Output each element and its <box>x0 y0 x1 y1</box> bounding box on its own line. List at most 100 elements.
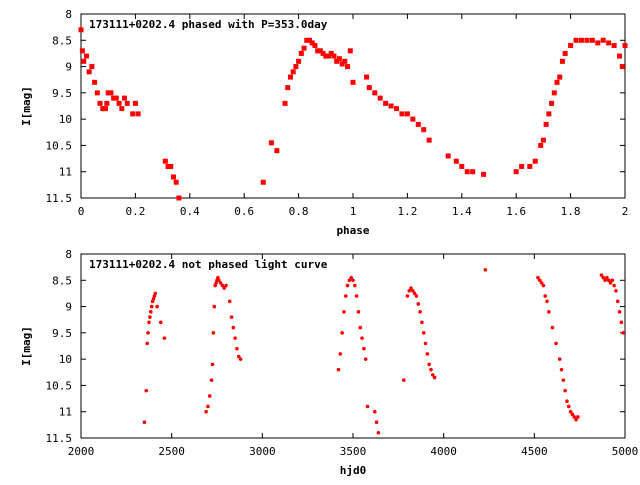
phased-xtick-label: 0.6 <box>234 205 254 218</box>
phased-xtick-label: 1.8 <box>561 205 581 218</box>
unphased-data-point <box>416 302 421 306</box>
phased-data-point <box>293 64 299 70</box>
phased-ytick-label: 10.5 <box>46 139 73 152</box>
phased-data-point <box>287 74 293 80</box>
phased-data-point <box>168 163 174 169</box>
phased-data-point <box>606 40 612 46</box>
unphased-data-point <box>209 378 214 382</box>
phased-data-point <box>549 100 555 106</box>
phased-data-point <box>470 169 476 175</box>
unphased-data-point <box>411 289 415 293</box>
phased-data-point <box>336 56 342 62</box>
phased-data-point <box>513 169 519 175</box>
unphased-data-point <box>559 367 564 372</box>
unphased-ytick-label: 9 <box>65 301 72 314</box>
unphased-data-point <box>537 278 542 283</box>
phased-xtick-label: 1 <box>350 205 357 218</box>
unphased-y-axis-label: I[mag] <box>20 326 33 366</box>
phased-xtick-label: 0.2 <box>125 205 145 218</box>
unphased-data-point <box>401 378 406 382</box>
unphased-data-point <box>153 291 158 296</box>
phased-data-point <box>557 74 563 80</box>
phased-data-point <box>89 64 95 70</box>
phased-data-point <box>104 100 110 106</box>
unphased-data-point <box>340 331 344 335</box>
unphased-data-point <box>541 283 546 288</box>
phased-data-point <box>78 27 84 33</box>
phased-data-point <box>527 163 533 169</box>
phased-data-point <box>113 95 119 101</box>
phased-data-point <box>339 61 345 67</box>
unphased-data-point <box>162 336 167 340</box>
phased-data-point <box>326 53 332 59</box>
phased-xtick-label: 1.4 <box>452 205 472 218</box>
unphased-data-point <box>349 275 353 280</box>
unphased-data-point <box>614 289 618 293</box>
phased-data-point <box>260 179 266 185</box>
phased-data-point <box>94 90 100 96</box>
phased-data-point <box>100 106 106 112</box>
phased-data-point <box>79 48 85 54</box>
phased-data-point <box>364 74 370 80</box>
unphased-data-point <box>621 331 625 335</box>
phased-data-point <box>538 142 544 148</box>
unphased-data-point <box>405 294 410 298</box>
phased-data-point <box>306 37 312 43</box>
phased-data-point <box>296 58 302 64</box>
unphased-data-point <box>414 294 419 298</box>
unphased-data-point <box>576 415 580 419</box>
phased-data-point <box>559 58 565 64</box>
phased-data-point <box>170 174 176 180</box>
unphased-data-point <box>338 352 343 356</box>
phased-data-point <box>377 95 383 101</box>
phased-data-point <box>298 50 304 56</box>
phased-data-point <box>372 90 378 96</box>
phased-data-point <box>290 69 296 75</box>
phased-data-point <box>540 137 546 143</box>
phased-data-point <box>445 153 451 159</box>
unphased-data-point <box>412 291 417 296</box>
unphased-data-point <box>212 304 217 309</box>
unphased-data-point <box>354 294 359 298</box>
unphased-data-point <box>365 404 370 409</box>
unphased-data-point <box>345 283 350 288</box>
unphased-data-point <box>236 354 241 359</box>
unphased-ytick-label: 10.5 <box>46 379 73 392</box>
phased-data-point <box>453 158 459 164</box>
phased-data-point <box>320 50 326 56</box>
phased-data-point <box>366 85 372 91</box>
phased-data-point <box>301 45 307 51</box>
phased-data-point <box>459 163 465 169</box>
unphased-data-point <box>142 420 147 425</box>
unphased-data-point <box>218 281 223 285</box>
phased-data-point <box>111 95 117 101</box>
unphased-data-point <box>224 283 228 288</box>
phased-x-axis-label: phase <box>336 224 369 237</box>
phased-xtick-label: 0.4 <box>180 205 200 218</box>
unphased-data-point <box>336 367 341 372</box>
phased-data-point <box>551 90 557 96</box>
unphased-data-point <box>429 367 433 372</box>
unphased-chart-title: 173111+0202.4 not phased light curve <box>89 258 328 271</box>
unphased-data-point <box>545 299 549 304</box>
phased-data-point <box>619 64 625 70</box>
phased-ytick-label: 11 <box>59 166 72 179</box>
phased-data-point <box>102 106 108 112</box>
phased-xtick-label: 0 <box>78 205 85 218</box>
unphased-data-point <box>543 294 548 298</box>
phased-data-point <box>546 111 552 117</box>
unphased-data-point <box>358 325 363 330</box>
unphased-data-point <box>217 278 221 283</box>
phased-data-point <box>415 121 421 127</box>
unphased-data-point <box>615 299 620 304</box>
unphased-xtick-label: 3500 <box>340 445 367 458</box>
phased-data-point <box>331 53 337 59</box>
unphased-data-point <box>362 346 366 351</box>
unphased-data-point <box>547 310 551 314</box>
phased-ytick-label: 9.5 <box>52 87 72 100</box>
phased-data-point <box>285 85 291 91</box>
phased-data-point <box>124 100 130 106</box>
unphased-data-point <box>603 278 607 283</box>
phased-data-point <box>532 158 538 164</box>
